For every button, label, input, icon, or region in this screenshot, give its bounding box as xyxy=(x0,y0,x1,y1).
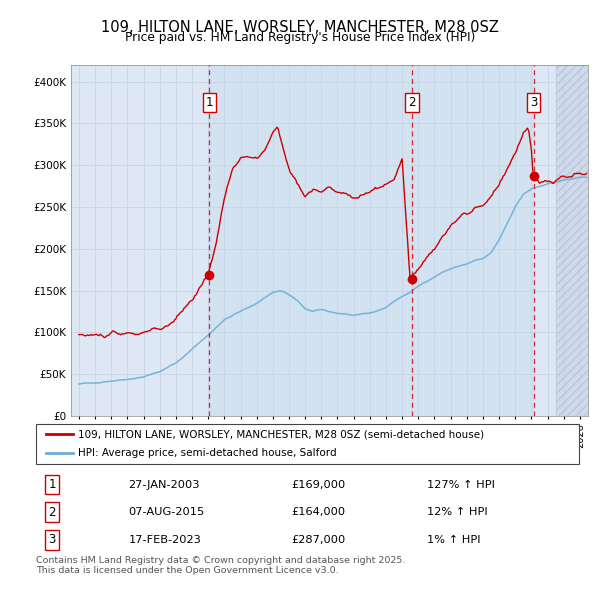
Text: £287,000: £287,000 xyxy=(291,535,346,545)
Text: 07-AUG-2015: 07-AUG-2015 xyxy=(128,507,205,517)
Text: 109, HILTON LANE, WORSLEY, MANCHESTER, M28 0SZ (semi-detached house): 109, HILTON LANE, WORSLEY, MANCHESTER, M… xyxy=(79,430,484,440)
Text: 1: 1 xyxy=(49,478,56,491)
Text: 2: 2 xyxy=(49,506,56,519)
Text: HPI: Average price, semi-detached house, Salford: HPI: Average price, semi-detached house,… xyxy=(79,448,337,458)
FancyBboxPatch shape xyxy=(36,424,579,464)
Text: 1: 1 xyxy=(206,96,213,109)
Text: 127% ↑ HPI: 127% ↑ HPI xyxy=(427,480,495,490)
Text: 1% ↑ HPI: 1% ↑ HPI xyxy=(427,535,481,545)
Text: 109, HILTON LANE, WORSLEY, MANCHESTER, M28 0SZ: 109, HILTON LANE, WORSLEY, MANCHESTER, M… xyxy=(101,20,499,35)
Text: Price paid vs. HM Land Registry's House Price Index (HPI): Price paid vs. HM Land Registry's House … xyxy=(125,31,475,44)
Text: 12% ↑ HPI: 12% ↑ HPI xyxy=(427,507,488,517)
Text: 17-FEB-2023: 17-FEB-2023 xyxy=(128,535,201,545)
Bar xyxy=(412,65,533,416)
Bar xyxy=(556,65,588,416)
Text: Contains HM Land Registry data © Crown copyright and database right 2025.
This d: Contains HM Land Registry data © Crown c… xyxy=(36,556,406,575)
Text: £164,000: £164,000 xyxy=(291,507,346,517)
Text: 2: 2 xyxy=(408,96,416,109)
Bar xyxy=(209,65,412,416)
Text: 3: 3 xyxy=(49,533,56,546)
Text: 27-JAN-2003: 27-JAN-2003 xyxy=(128,480,200,490)
Bar xyxy=(556,65,588,416)
Text: 3: 3 xyxy=(530,96,537,109)
Text: £169,000: £169,000 xyxy=(291,480,346,490)
